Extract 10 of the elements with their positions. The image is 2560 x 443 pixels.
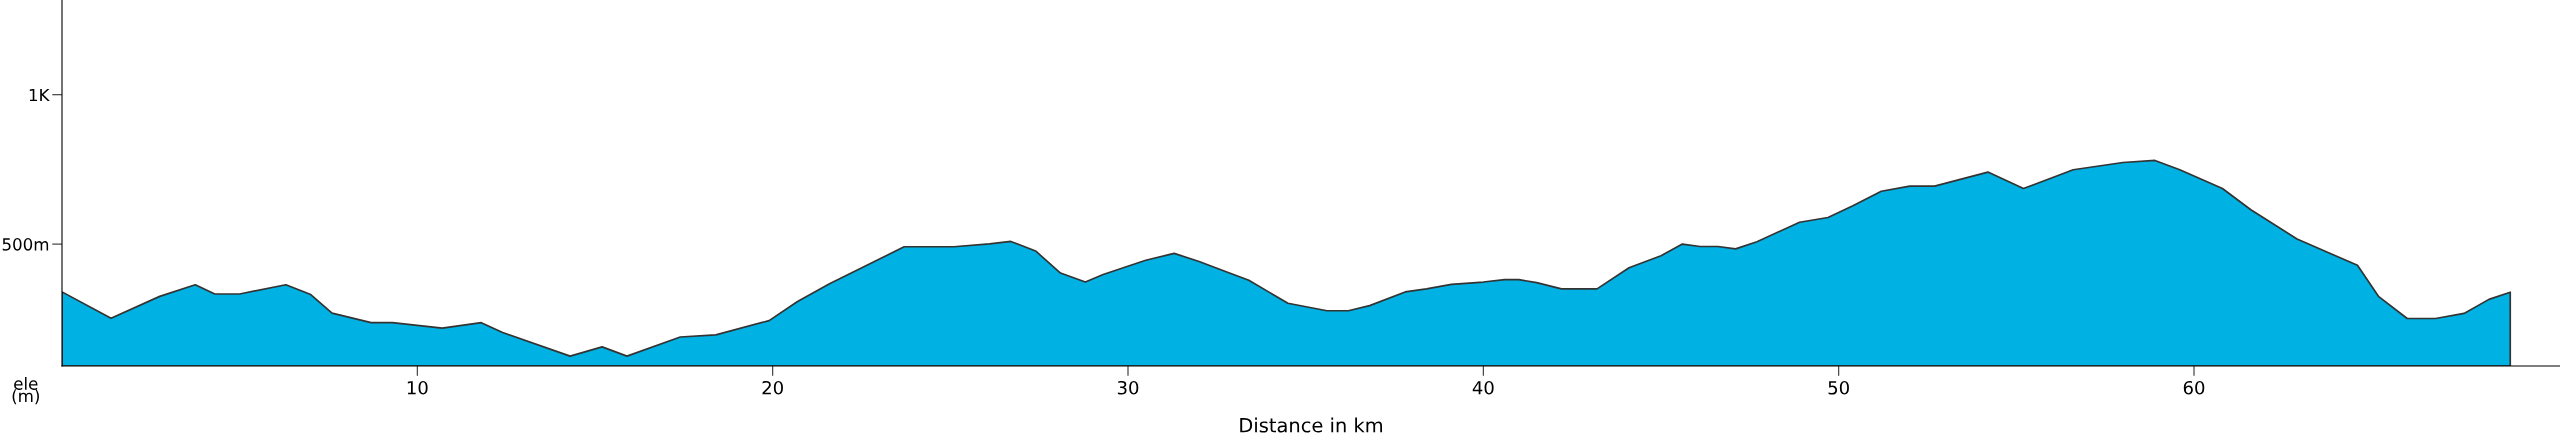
x-tick-label: 50 [1828, 380, 1849, 395]
y-tick-label: 1K [29, 88, 50, 102]
x-tick-label: 60 [2183, 380, 2205, 395]
x-tick-label: 40 [1472, 380, 1494, 395]
x-axis-title: Distance in km [1240, 417, 1383, 433]
y-axis-title: ele (m) [12, 376, 39, 405]
x-tick-label: 30 [1117, 380, 1139, 395]
x-tick-label: 20 [762, 380, 783, 395]
x-tick-label: 10 [407, 380, 428, 395]
y-tick-label: 500m [2, 238, 49, 251]
